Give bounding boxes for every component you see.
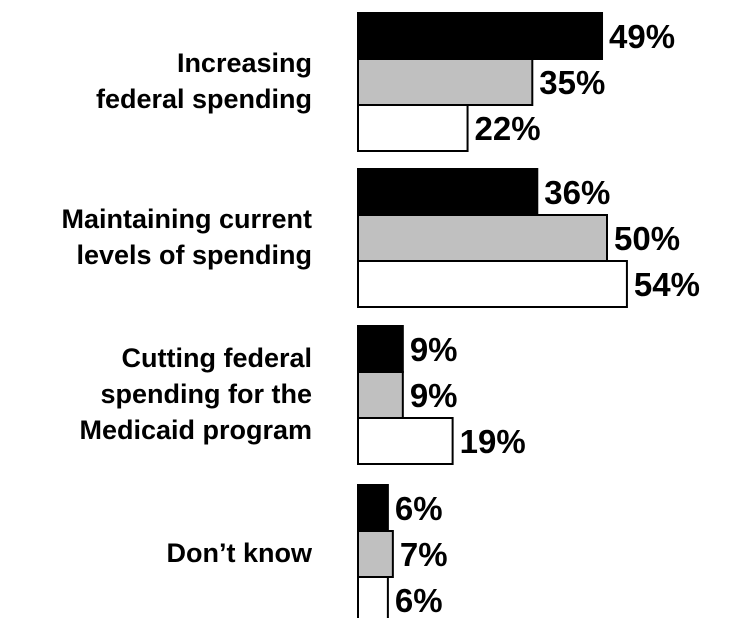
category-label: Medicaid program — [79, 415, 312, 445]
category-label: spending for the — [101, 379, 313, 409]
value-label: 22% — [475, 110, 541, 147]
value-labels: 49%35%22%36%50%54%9%9%19%6%7%6% — [395, 18, 700, 618]
value-label: 19% — [460, 423, 526, 460]
category-label: Don’t know — [167, 538, 313, 568]
value-label: 49% — [609, 18, 675, 55]
value-label: 50% — [614, 220, 680, 257]
value-label: 35% — [539, 64, 605, 101]
bar — [357, 325, 404, 373]
value-label: 54% — [634, 266, 700, 303]
bar — [357, 530, 394, 578]
category-label: federal spending — [96, 84, 312, 114]
bar — [357, 214, 608, 262]
category-label: levels of spending — [76, 240, 312, 270]
bars — [357, 12, 628, 618]
category-label: Increasing — [177, 48, 312, 78]
value-label: 9% — [410, 377, 458, 414]
value-label: 7% — [400, 536, 448, 573]
value-label: 36% — [544, 174, 610, 211]
bar — [357, 484, 389, 532]
bar — [357, 168, 539, 216]
category-label: Cutting federal — [121, 343, 312, 373]
value-label: 9% — [410, 331, 458, 368]
bar — [357, 371, 404, 419]
bar — [357, 417, 454, 465]
bar — [357, 58, 534, 106]
bar — [357, 12, 604, 60]
category-label: Maintaining current — [61, 204, 312, 234]
value-label: 6% — [395, 582, 443, 618]
bar — [357, 104, 469, 152]
bar — [357, 260, 628, 308]
value-label: 6% — [395, 490, 443, 527]
category-labels: Increasing federal spending Maintaining cu… — [61, 48, 313, 568]
bar — [357, 576, 389, 618]
